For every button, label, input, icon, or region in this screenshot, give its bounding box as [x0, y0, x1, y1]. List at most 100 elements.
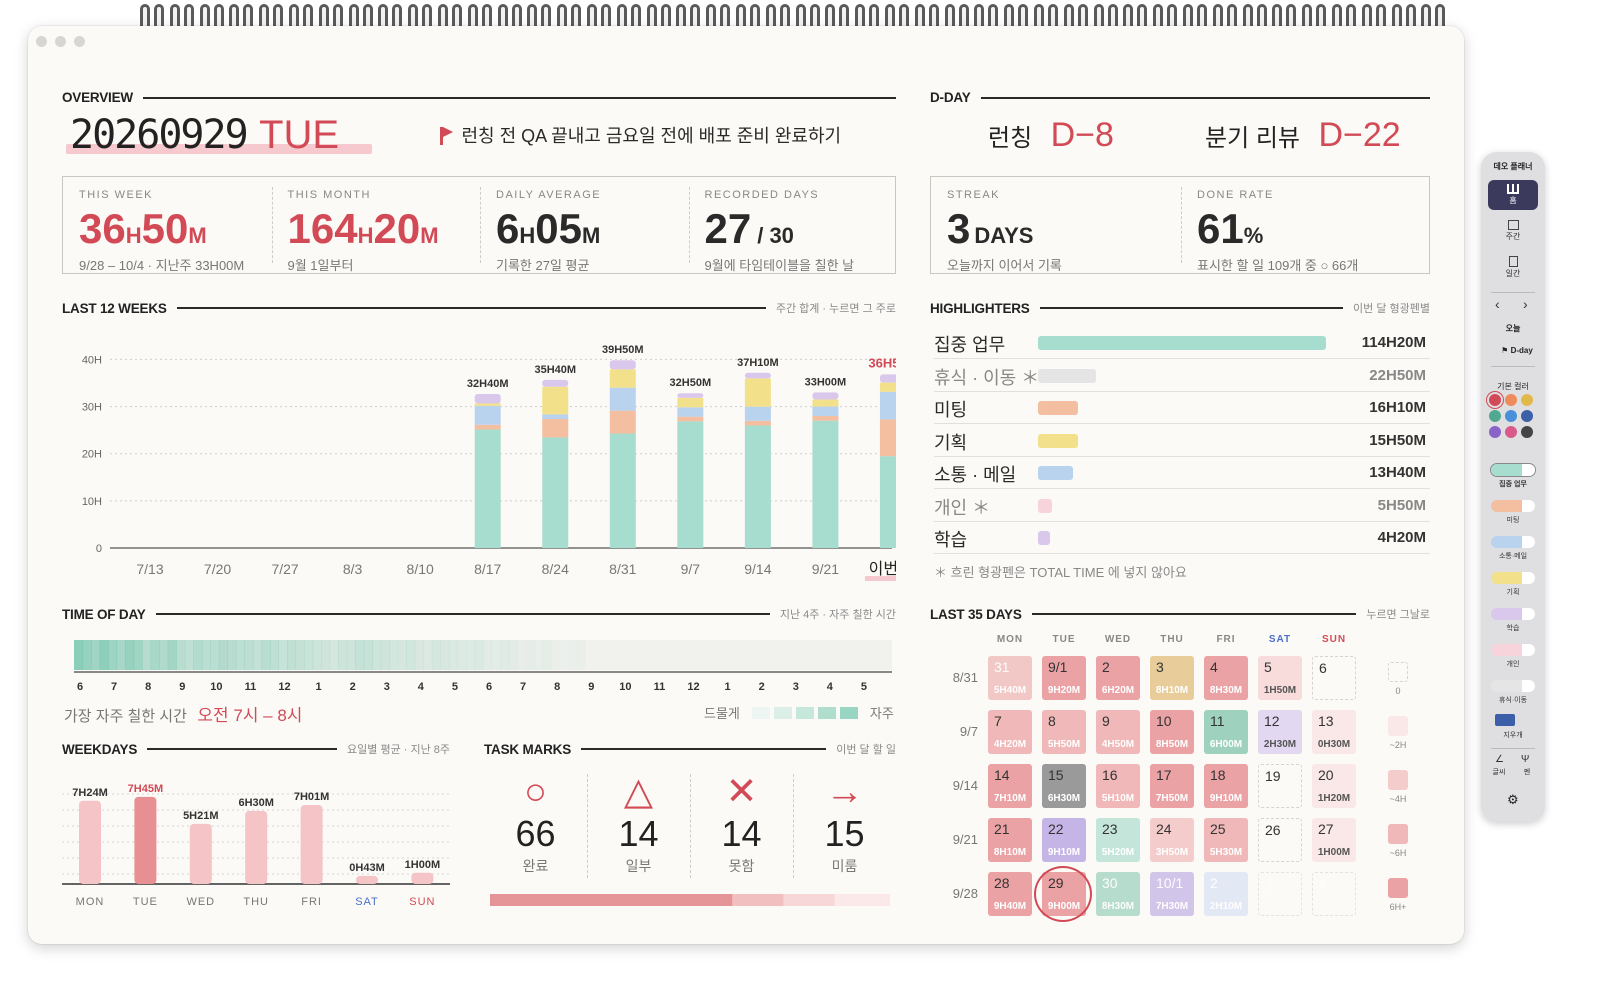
bar-segment[interactable] — [609, 433, 636, 548]
dday-item-review[interactable]: 분기 리뷰 D−22 — [1205, 116, 1401, 154]
x-tick-label[interactable]: 7/13 — [136, 561, 163, 577]
calendar-day-cell[interactable]: 31 5H40M — [988, 656, 1032, 700]
calendar-day-cell[interactable]: 28 9H40M — [988, 872, 1032, 916]
bar-segment[interactable] — [744, 378, 771, 407]
x-tick-label[interactable]: 9/7 — [681, 561, 701, 577]
calendar-day-cell[interactable]: 24 3H50M — [1150, 818, 1194, 862]
bar-segment[interactable] — [812, 399, 839, 407]
day-view-button[interactable]: 일간 — [1488, 252, 1538, 282]
calendar-day-cell[interactable]: 23 5H20M — [1096, 818, 1140, 862]
bar-segment[interactable] — [744, 372, 771, 379]
calendar-day-cell[interactable]: 10/1 7H30M — [1150, 872, 1194, 916]
next-arrow-icon[interactable]: › — [1523, 296, 1528, 312]
bar-segment[interactable] — [542, 419, 569, 438]
highlighter-row[interactable]: 기획 15H50M — [934, 425, 1430, 457]
calendar-day-cell[interactable]: 12 2H30M — [1258, 710, 1302, 754]
calendar-day-cell[interactable]: 4 8H30M — [1204, 656, 1248, 700]
calendar-day-cell[interactable]: 13 0H30M — [1312, 710, 1356, 754]
dday-item-launch[interactable]: 런칭 D−8 — [988, 116, 1114, 154]
highlighter-pen[interactable] — [1491, 680, 1535, 692]
bar-segment[interactable] — [542, 379, 569, 387]
close-dot[interactable] — [36, 36, 47, 47]
calendar-day-cell[interactable]: 3 8H10M — [1150, 656, 1194, 700]
weekday-bar[interactable] — [356, 875, 378, 884]
bar-segment[interactable] — [609, 360, 636, 370]
highlighter-row[interactable]: 집중 업무 114H20M — [934, 327, 1430, 359]
calendar-day-cell[interactable]: 4 — [1312, 872, 1356, 916]
calendar-day-cell[interactable]: 16 5H10M — [1096, 764, 1140, 808]
bar-segment[interactable] — [609, 369, 636, 388]
x-tick-label[interactable]: 8/10 — [407, 561, 434, 577]
x-tick-label[interactable]: 8/3 — [343, 561, 363, 577]
x-tick-label[interactable]: 7/20 — [204, 561, 231, 577]
bar-segment[interactable] — [542, 437, 569, 548]
bar-segment[interactable] — [677, 421, 704, 548]
bar-segment[interactable] — [677, 407, 704, 417]
bar-segment[interactable] — [677, 397, 704, 408]
bar-segment[interactable] — [542, 386, 569, 415]
eraser-icon[interactable] — [1495, 714, 1515, 726]
x-tick-label[interactable]: 7/27 — [271, 561, 298, 577]
calendar-day-cell[interactable]: 8 5H50M — [1042, 710, 1086, 754]
fork-icon[interactable]: Ψ — [1521, 754, 1530, 765]
calendar-day-cell[interactable]: 29 9H00M — [1034, 866, 1092, 922]
calendar-day-cell[interactable]: 5 1H50M — [1258, 656, 1302, 700]
weekday-bar[interactable] — [245, 810, 268, 884]
goal[interactable]: 런칭 전 QA 끝내고 금요일 전에 배포 준비 완료하기 — [440, 122, 841, 148]
calendar-day-cell[interactable]: 26 — [1258, 818, 1302, 862]
calendar-day-cell[interactable]: 21 8H10M — [988, 818, 1032, 862]
bar-segment[interactable] — [812, 416, 839, 421]
bar-segment[interactable] — [474, 393, 501, 404]
highlighter-row[interactable]: 미팅 16H10M — [934, 392, 1430, 424]
x-tick-label[interactable]: 9/14 — [744, 561, 771, 577]
dday-button[interactable]: ⚑ D-day — [1501, 346, 1533, 355]
color-swatch[interactable] — [1521, 426, 1533, 438]
zoom-dot[interactable] — [74, 36, 85, 47]
color-swatch[interactable] — [1505, 394, 1517, 406]
weekday-bar[interactable] — [411, 872, 434, 884]
color-swatch[interactable] — [1489, 426, 1501, 438]
color-swatch[interactable] — [1489, 410, 1501, 422]
prev-arrow-icon[interactable]: ‹ — [1495, 296, 1500, 312]
calendar-day-cell[interactable]: 7 4H20M — [988, 710, 1032, 754]
highlighter-row[interactable]: 학습 4H20M — [934, 522, 1430, 554]
bar-segment[interactable] — [879, 391, 896, 420]
calendar-day-cell[interactable]: 9 4H50M — [1096, 710, 1140, 754]
bar-segment[interactable] — [474, 429, 501, 548]
bar-segment[interactable] — [812, 406, 839, 416]
bar-segment[interactable] — [812, 392, 839, 400]
bar-segment[interactable] — [879, 419, 896, 457]
weekday-bar[interactable] — [134, 796, 157, 884]
highlighter-row[interactable]: 개인 ＊ 5H50M — [934, 490, 1430, 522]
calendar-day-cell[interactable]: 22 9H10M — [1042, 818, 1086, 862]
minimize-dot[interactable] — [55, 36, 66, 47]
color-swatch[interactable] — [1505, 410, 1517, 422]
color-swatch[interactable] — [1521, 394, 1533, 406]
color-swatch[interactable] — [1521, 410, 1533, 422]
x-tick-label[interactable]: 8/31 — [609, 561, 636, 577]
bar-segment[interactable] — [677, 416, 704, 422]
settings-gear-icon[interactable]: ⚙ — [1507, 792, 1519, 807]
calendar-day-cell[interactable]: 18 9H10M — [1204, 764, 1248, 808]
calendar-day-cell[interactable]: 2 6H20M — [1096, 656, 1140, 700]
calendar-day-cell[interactable]: 2 2H10M — [1204, 872, 1248, 916]
bar-segment[interactable] — [812, 420, 839, 548]
highlighter-row[interactable]: 소통 · 메일 13H40M — [934, 457, 1430, 489]
calendar-day-cell[interactable]: 25 5H30M — [1204, 818, 1248, 862]
highlighter-pen[interactable] — [1491, 608, 1535, 620]
home-button[interactable]: 홈 — [1488, 180, 1538, 210]
calendar-day-cell[interactable]: 15 6H30M — [1042, 764, 1086, 808]
pencil-icon[interactable]: ∠ — [1495, 754, 1504, 765]
calendar-day-cell[interactable]: 20 1H20M — [1312, 764, 1356, 808]
bar-segment[interactable] — [474, 403, 501, 406]
highlighter-pen[interactable] — [1491, 536, 1535, 548]
x-tick-label[interactable]: 8/17 — [474, 561, 501, 577]
color-swatch[interactable] — [1505, 426, 1517, 438]
bar-segment[interactable] — [609, 410, 636, 434]
highlighter-pen[interactable] — [1491, 644, 1535, 656]
bar-segment[interactable] — [879, 374, 896, 383]
calendar-day-cell[interactable]: 30 8H30M — [1096, 872, 1140, 916]
week-view-button[interactable]: 주간 — [1488, 216, 1538, 246]
calendar-day-cell[interactable]: 10 8H50M — [1150, 710, 1194, 754]
x-tick-label[interactable]: 이번 주 — [869, 560, 896, 578]
